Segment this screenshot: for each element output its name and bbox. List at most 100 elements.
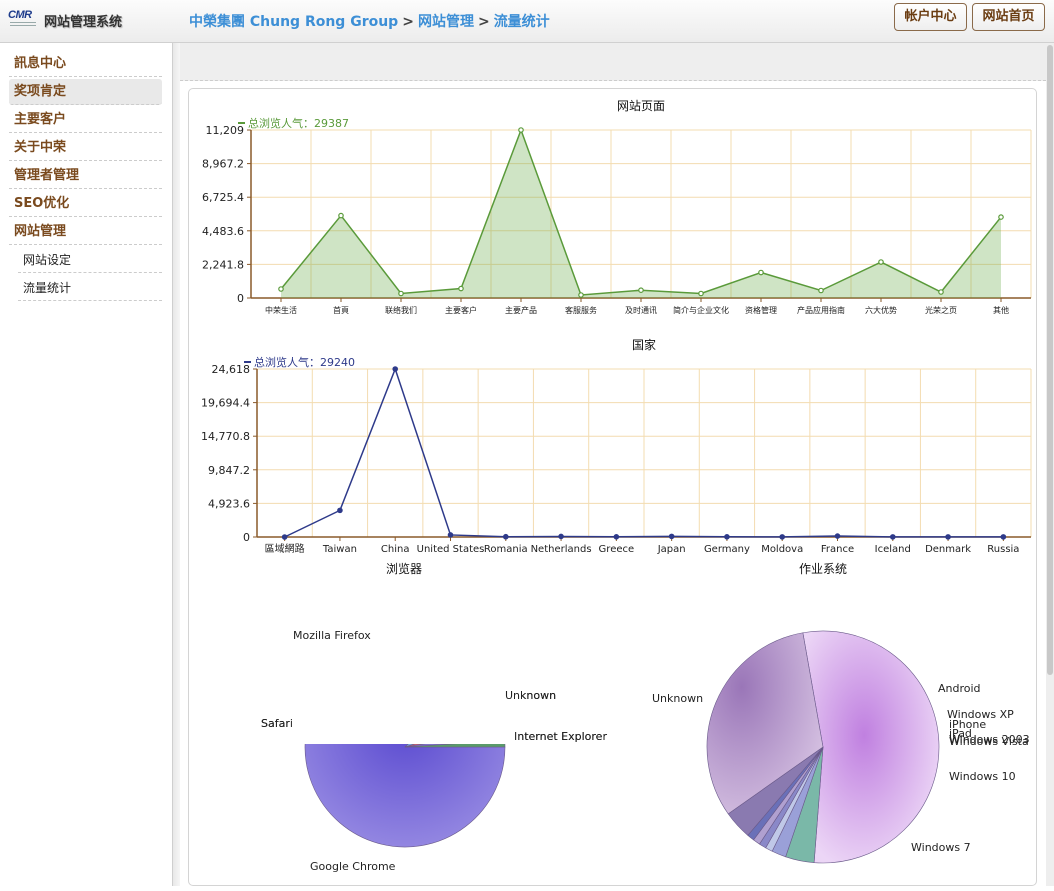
vertical-scrollbar[interactable] xyxy=(1046,43,1054,886)
stats-charts-canvas: 0 2,241.8 4,483.6 6,725.4 8,967.2 11,209 中荣生活 首… xyxy=(201,99,1032,873)
chart-data-point xyxy=(1000,534,1007,540)
chart-xtick-label: 其他 xyxy=(993,305,1009,315)
chart-xtick-label: 主要产品 xyxy=(505,305,537,315)
chart-data-point xyxy=(392,366,399,372)
chart-data-point xyxy=(818,287,824,294)
chart-data-point xyxy=(558,533,564,540)
chart-ytick-label: 19,694.4 xyxy=(201,397,250,410)
chart-data-point xyxy=(878,259,884,265)
chart-data-point xyxy=(638,287,644,294)
breadcrumb-group-link[interactable]: 中榮集團 Chung Rong Group xyxy=(189,14,399,30)
sidebar-subitem-traffic-stats[interactable]: 流量统计 xyxy=(18,275,162,301)
chart-ytick-label: 0 xyxy=(243,531,250,544)
pie-slice xyxy=(706,632,824,815)
chart-xtick-label: 及时通讯 xyxy=(625,305,657,315)
chart-ytick-label: 6,725.4 xyxy=(202,191,244,204)
chart-xtick-label: 首頁 xyxy=(333,305,349,315)
sidebar-item-site-management[interactable]: 网站管理 xyxy=(9,219,162,245)
pie-label: iPhone xyxy=(949,718,986,731)
chart-ytick-label: 14,770.8 xyxy=(201,430,250,443)
pie-label: iPad xyxy=(949,727,972,740)
chart-data-point xyxy=(724,533,730,540)
chart-ytick-label: 24,618 xyxy=(212,363,251,376)
chart-ytick-label: 0 xyxy=(237,292,244,305)
sidebar-item-about[interactable]: 关于中荣 xyxy=(9,135,162,161)
pie-label: Internet Explorer xyxy=(514,730,607,743)
account-center-button[interactable]: 帐户中心 xyxy=(894,3,967,31)
pie-label: Google Chrome xyxy=(310,860,396,873)
chart-xtick-label: Russia xyxy=(987,544,1019,555)
chart-xtick-label: Romania xyxy=(484,544,528,555)
chart-legend-label: 总浏览人气：29387 xyxy=(248,116,349,130)
chart-xtick-label: Germany xyxy=(704,544,750,555)
chart-xtick-label: Denmark xyxy=(925,544,971,555)
chart-data-point xyxy=(998,214,1004,220)
chart-xtick-label: United States xyxy=(417,544,485,555)
chart-series-line xyxy=(284,366,1004,538)
sidebar-item-main-clients[interactable]: 主要客户 xyxy=(9,107,162,133)
chart-title: 作业系统 xyxy=(799,562,847,576)
chart-xtick-label: Iceland xyxy=(875,544,911,555)
pie-label: Windows 10 xyxy=(949,770,1016,783)
chart-xtick-label: 客服服务 xyxy=(565,305,597,315)
chart-data-point xyxy=(889,534,896,540)
breadcrumb-traffic-stats-link[interactable]: 流量统计 xyxy=(493,14,550,30)
chart-xtick-label: 六大优势 xyxy=(865,305,897,315)
sidebar-item-seo[interactable]: SEO优化 xyxy=(9,191,162,217)
chart-data-point xyxy=(518,127,524,133)
scrollbar-thumb[interactable] xyxy=(1047,45,1053,675)
chart-data-point xyxy=(945,534,951,540)
pie-label: Mozilla Firefox xyxy=(293,629,371,642)
sidebar-item-awards[interactable]: 奖项肯定 xyxy=(9,79,162,105)
chart-xtick-label: 光荣之页 xyxy=(925,305,957,315)
site-home-button[interactable]: 网站首页 xyxy=(972,3,1045,31)
pie-label: Safari xyxy=(261,717,293,730)
chart-data-point xyxy=(613,533,620,540)
chart-data-point xyxy=(758,269,764,276)
pie-label: Unknown xyxy=(505,689,556,702)
pie-label: Windows XP xyxy=(947,708,1014,721)
chart-xtick-label: 简介与企业文化 xyxy=(673,305,729,315)
top-bar: CMR 网站管理系统 中榮集團 Chung Rong Group > 网站管理 > 流量… xyxy=(0,0,1054,43)
chart-data-point xyxy=(458,285,464,292)
logo-text: CMR xyxy=(8,9,32,21)
chart-area-fill xyxy=(281,130,1001,298)
chart-xtick-label: China xyxy=(381,544,410,555)
pie-label: Windows Vista xyxy=(949,735,1029,748)
content-toolbar-strip xyxy=(180,43,1046,81)
chart-data-point xyxy=(698,290,704,297)
logo-underline xyxy=(10,22,36,26)
company-logo[interactable]: CMR xyxy=(8,9,38,31)
pie-label: Unknown xyxy=(652,692,703,705)
breadcrumb-separator: > xyxy=(402,14,414,30)
chart-xtick-label: 區域網路 xyxy=(265,542,305,555)
sidebar-divider xyxy=(173,43,180,886)
chart-xtick-label: Netherlands xyxy=(531,544,592,555)
chart-ytick-label: 4,483.6 xyxy=(202,225,244,238)
breadcrumb-site-management-link[interactable]: 网站管理 xyxy=(417,14,474,30)
chart-title: 国家 xyxy=(632,337,656,352)
chart-ytick-label: 2,241.8 xyxy=(202,258,244,271)
sidebar-subitem-site-settings[interactable]: 网站设定 xyxy=(18,247,162,273)
sidebar-item-admin-management[interactable]: 管理者管理 xyxy=(9,163,162,189)
breadcrumb-separator: > xyxy=(477,14,490,30)
chart-xtick-label: Greece xyxy=(599,544,635,555)
pie-label: Safari xyxy=(261,717,293,730)
system-title: 网站管理系统 xyxy=(44,15,123,30)
chart-data-point xyxy=(834,533,841,539)
chart-data-point xyxy=(398,290,404,297)
pie-top-mask xyxy=(289,629,519,744)
pie-label: Android xyxy=(938,682,981,695)
chart-data-point xyxy=(337,507,343,514)
sidebar: 訊息中心 奖项肯定 主要客户 关于中荣 管理者管理 SEO优化 网站管理 网站设… xyxy=(0,43,173,886)
chart-xtick-label: France xyxy=(821,544,854,555)
chart-xtick-label: Japan xyxy=(657,544,686,555)
chart-data-point xyxy=(668,533,675,540)
breadcrumb: 中榮集團 Chung Rong Group > 网站管理 > 流量统计 xyxy=(189,11,550,31)
chart-data-point xyxy=(447,532,454,538)
chart-data-point xyxy=(338,212,344,219)
sidebar-item-news-center[interactable]: 訊息中心 xyxy=(9,51,162,77)
chart-data-point xyxy=(779,534,786,540)
chart-xtick-label: 中荣生活 xyxy=(265,305,297,315)
chart-data-point xyxy=(281,534,288,540)
